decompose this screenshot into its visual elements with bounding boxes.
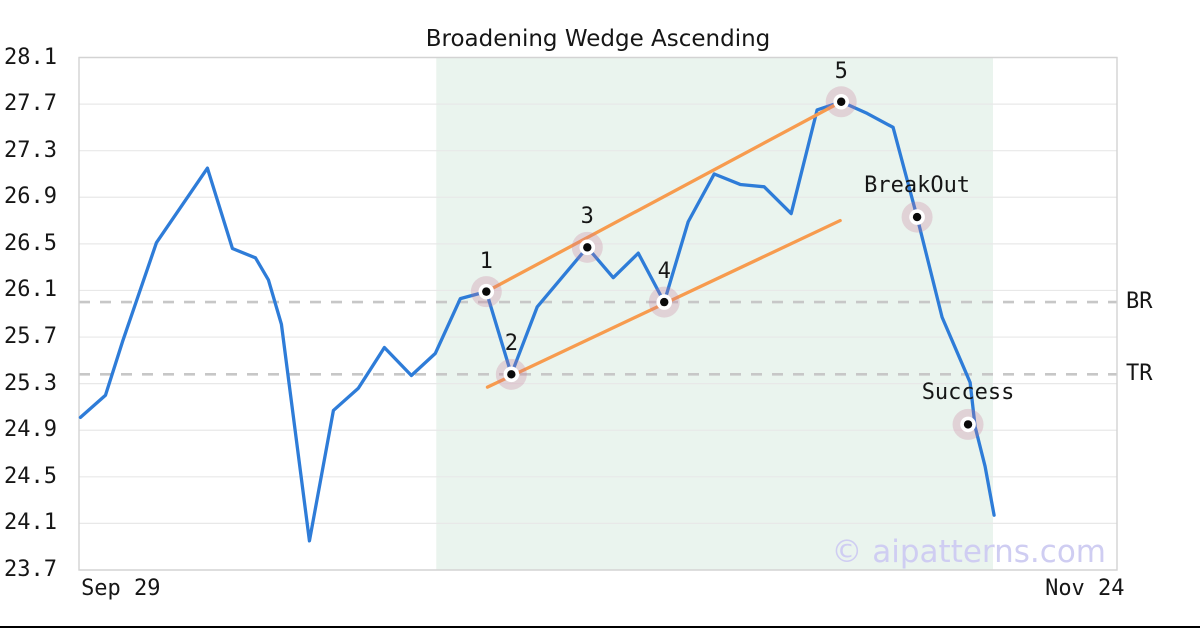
x-tick-label: Nov 24 xyxy=(1045,576,1125,601)
y-tick-label: 28.1 xyxy=(4,44,57,70)
x-tick-label: Sep 29 xyxy=(81,576,161,601)
y-tick-label: 24.9 xyxy=(4,417,57,443)
y-tick-label: 23.7 xyxy=(4,557,57,582)
y-tick-label: 26.9 xyxy=(4,184,57,210)
br-level-label: BR xyxy=(1126,289,1153,315)
y-tick-label: 25.3 xyxy=(4,370,57,396)
y-tick-label: 25.7 xyxy=(4,324,57,350)
watermark: © aipatterns.com xyxy=(831,534,1106,570)
point-label-1: 1 xyxy=(479,248,493,274)
success-label: Success xyxy=(921,380,1015,406)
y-tick-label: 26.1 xyxy=(4,277,57,303)
point-label-2: 2 xyxy=(504,331,518,357)
chart-title: Broadening Wedge Ascending xyxy=(425,26,771,52)
y-tick-label: 24.5 xyxy=(4,463,57,489)
marker-dot-breakout xyxy=(912,212,922,222)
y-tick-label: 27.7 xyxy=(4,91,57,117)
marker-dot-point-1 xyxy=(482,287,491,296)
y-tick-label: 27.3 xyxy=(4,137,57,163)
marker-dot-point-5 xyxy=(837,97,846,106)
bottom-accent-bar xyxy=(0,626,1200,629)
marker-dot-point-3 xyxy=(583,243,592,252)
plot-border xyxy=(78,56,1118,571)
breakout-label: BreakOut xyxy=(864,173,971,199)
upper-trendline xyxy=(484,100,843,294)
point-label-4: 4 xyxy=(657,259,671,285)
tr-level-label: TR xyxy=(1126,361,1153,387)
marker-dot-point-2 xyxy=(507,370,516,379)
marker-dot-success xyxy=(963,420,973,429)
point-label-3: 3 xyxy=(580,204,594,230)
y-tick-label: 24.1 xyxy=(4,510,57,536)
point-label-5: 5 xyxy=(834,58,848,84)
y-tick-label: 26.5 xyxy=(4,230,57,256)
pattern-zone xyxy=(436,57,993,570)
marker-dot-point-4 xyxy=(660,297,669,307)
